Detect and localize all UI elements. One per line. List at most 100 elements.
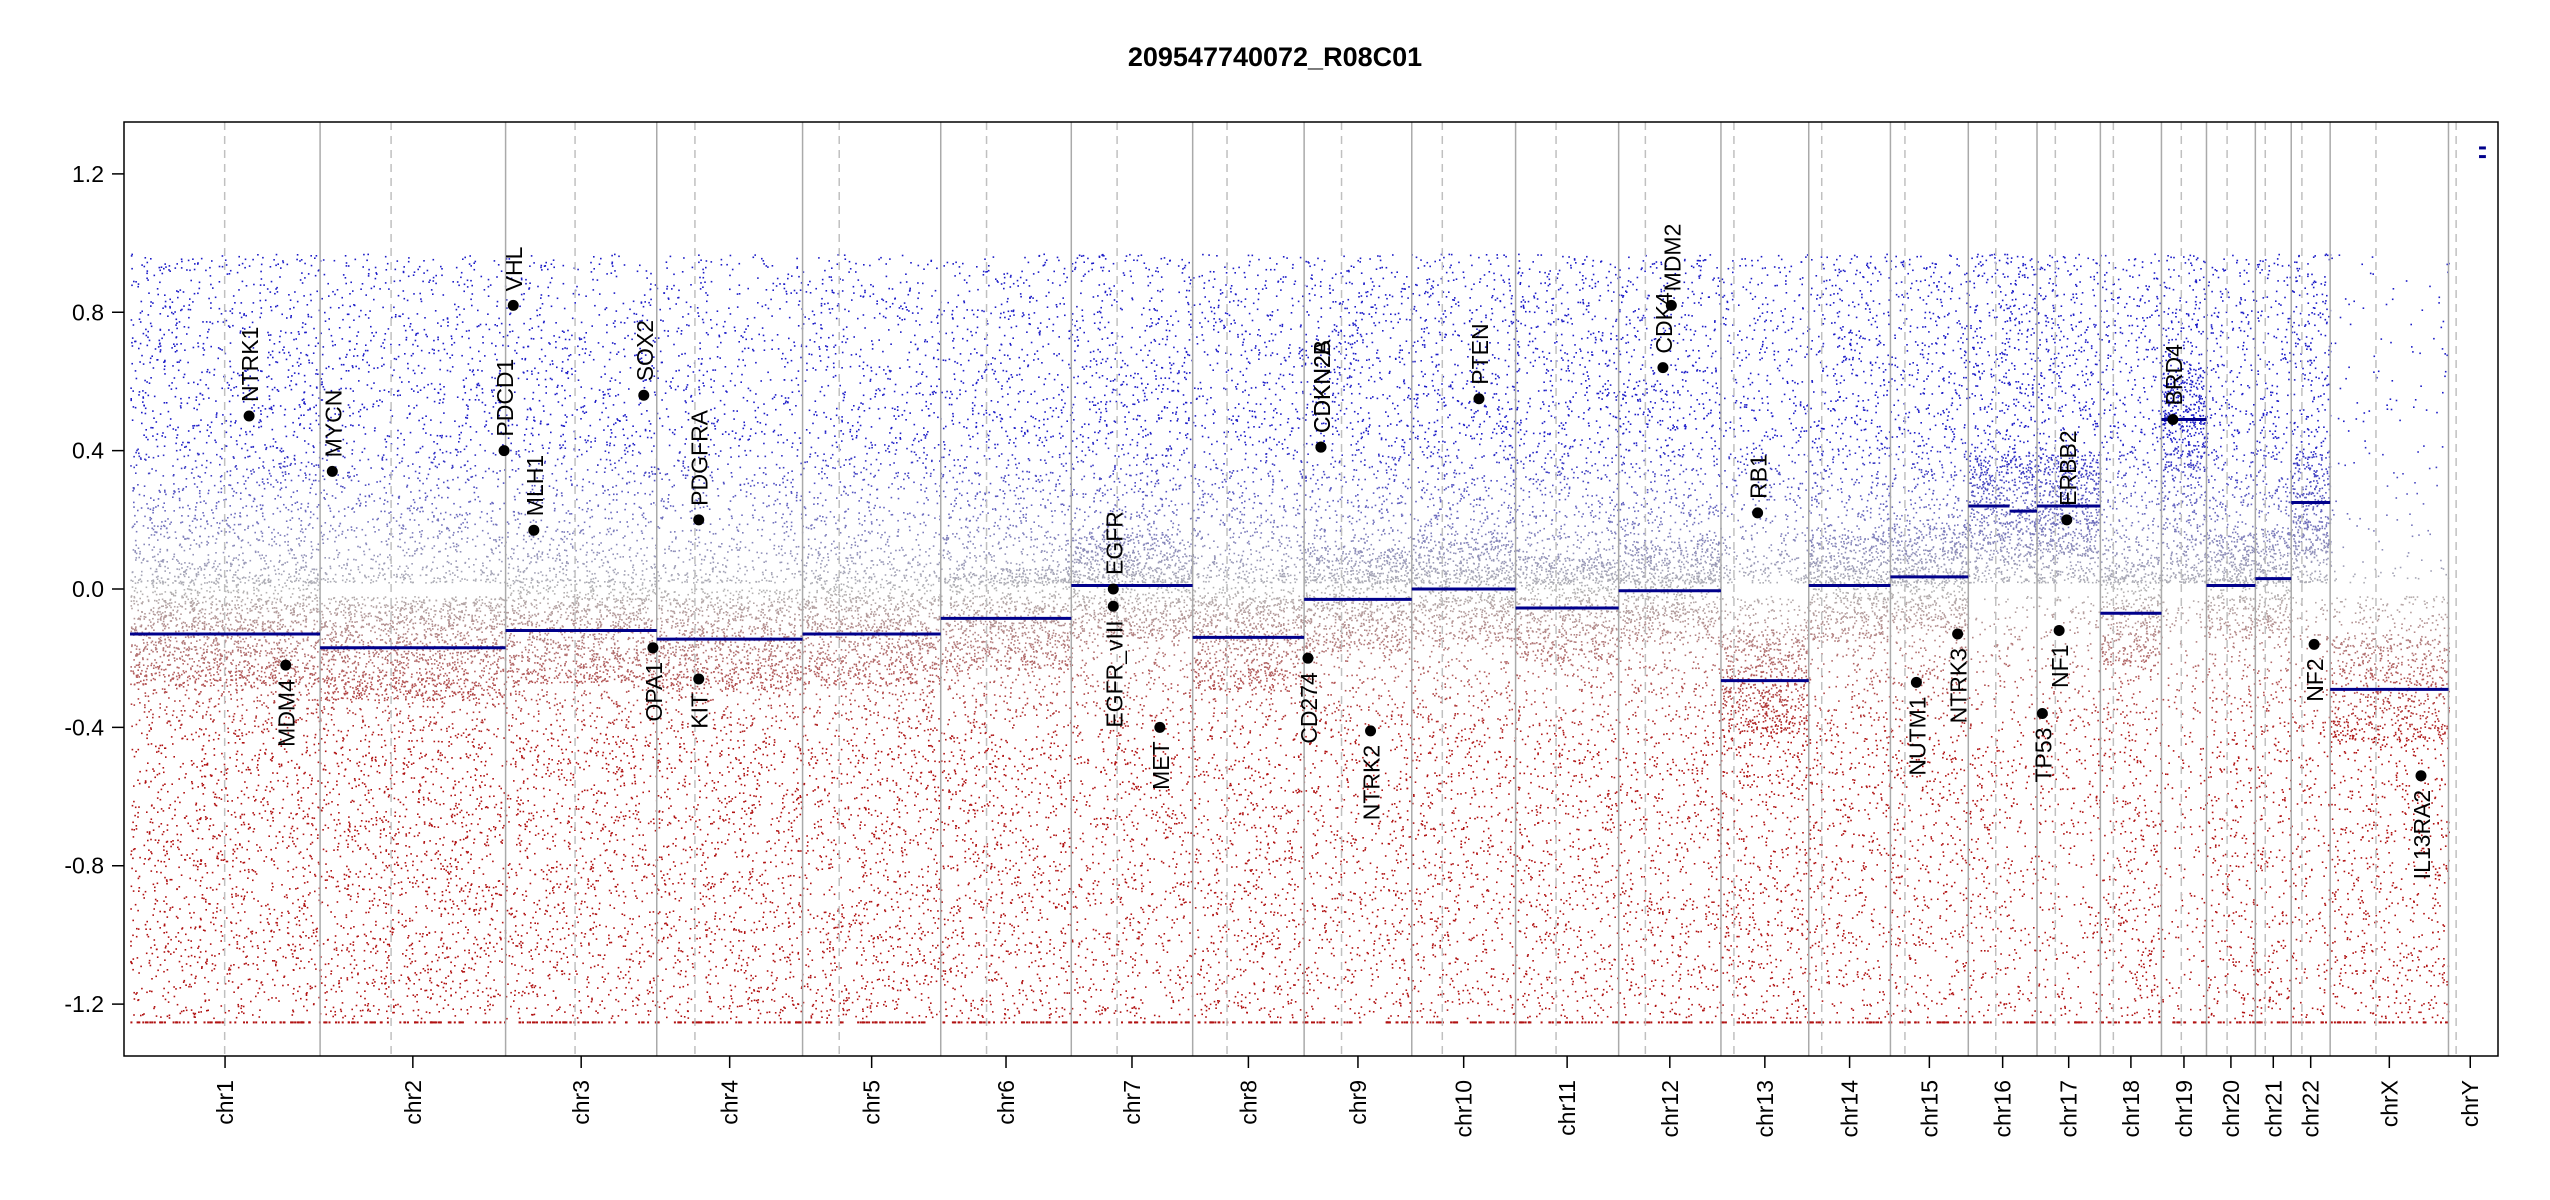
probe-point	[182, 489, 184, 491]
probe-point	[178, 370, 180, 372]
probe-point	[205, 270, 207, 272]
probe-point	[181, 515, 183, 517]
probe-point	[234, 532, 236, 534]
probe-point	[315, 494, 317, 496]
probe-point	[162, 507, 164, 509]
probe-point	[164, 490, 166, 492]
probe-point	[261, 426, 263, 428]
probe-point	[154, 275, 156, 277]
probe-point	[268, 376, 270, 378]
probe-point	[241, 547, 243, 549]
probe-point	[269, 395, 271, 397]
probe-point	[262, 495, 264, 497]
probe-point	[279, 352, 281, 354]
probe-point	[316, 569, 318, 571]
probe-point	[313, 352, 315, 354]
probe-point	[185, 446, 187, 448]
probe-point	[234, 302, 236, 304]
probe-point	[154, 556, 156, 558]
probe-point	[141, 412, 143, 414]
probe-point	[253, 302, 255, 304]
probe-point	[167, 567, 169, 569]
probe-point	[303, 567, 305, 569]
probe-point	[231, 378, 233, 380]
probe-point	[143, 544, 145, 546]
probe-point	[222, 414, 224, 416]
probe-point	[273, 513, 275, 515]
probe-point	[261, 278, 263, 280]
probe-point	[160, 349, 162, 351]
probe-point	[288, 352, 290, 354]
probe-point	[287, 579, 289, 581]
probe-point	[155, 470, 157, 472]
probe-point	[278, 390, 280, 392]
probe-point	[153, 417, 155, 419]
probe-point	[277, 481, 279, 483]
probe-point	[226, 580, 228, 582]
probe-point	[287, 376, 289, 378]
probe-point	[232, 577, 234, 579]
probe-point	[290, 463, 292, 465]
probe-point	[188, 317, 190, 319]
probe-point	[209, 267, 211, 269]
probe-point	[130, 398, 132, 400]
probe-point	[208, 298, 210, 300]
probe-point	[141, 311, 143, 313]
probe-point	[220, 456, 222, 458]
probe-point	[170, 522, 172, 524]
probe-point	[260, 271, 262, 273]
probe-point	[202, 394, 204, 396]
probe-point	[264, 519, 266, 521]
probe-point	[253, 284, 255, 286]
probe-point	[198, 346, 200, 348]
probe-point	[221, 313, 223, 315]
probe-point	[176, 437, 178, 439]
probe-point	[132, 345, 134, 347]
probe-point	[267, 567, 269, 569]
probe-point	[160, 345, 162, 347]
probe-point	[281, 448, 283, 450]
probe-point	[302, 282, 304, 284]
probe-point	[151, 580, 153, 582]
probe-point	[153, 546, 155, 548]
probe-point	[137, 510, 139, 512]
probe-point	[262, 540, 264, 542]
probe-point	[158, 455, 160, 457]
probe-point	[169, 537, 171, 539]
probe-point	[204, 565, 206, 567]
probe-point	[278, 579, 280, 581]
probe-point	[306, 452, 308, 454]
probe-point	[207, 424, 209, 426]
probe-point	[176, 568, 178, 570]
probe-point	[199, 288, 201, 290]
probe-point	[176, 328, 178, 330]
probe-point	[230, 414, 232, 416]
probe-point	[163, 475, 165, 477]
probe-point	[251, 311, 253, 313]
probe-point	[264, 560, 266, 562]
cnv-plot: NTRK1MDM4MYCN PDCD1VHLMLH1SOX2OPA1PDGFRAK…	[0, 0, 2550, 1200]
probe-point	[201, 542, 203, 544]
probe-point	[153, 499, 155, 501]
probe-point	[175, 267, 177, 269]
probe-point	[311, 580, 313, 582]
probe-point	[216, 454, 218, 456]
probe-point	[227, 517, 229, 519]
probe-point	[271, 378, 273, 380]
probe-point	[180, 360, 182, 362]
probe-point	[244, 483, 246, 485]
probe-point	[200, 379, 202, 381]
probe-point	[271, 409, 273, 411]
probe-point	[139, 494, 141, 496]
probe-point	[237, 272, 239, 274]
probe-point	[141, 264, 143, 266]
probe-point	[315, 337, 317, 339]
probe-point	[136, 557, 138, 559]
probe-point	[188, 260, 190, 262]
probe-point	[161, 435, 163, 437]
probe-point	[215, 560, 217, 562]
probe-point	[210, 307, 212, 309]
probe-point	[262, 532, 264, 534]
probe-point	[258, 422, 260, 424]
probe-point	[238, 524, 240, 526]
